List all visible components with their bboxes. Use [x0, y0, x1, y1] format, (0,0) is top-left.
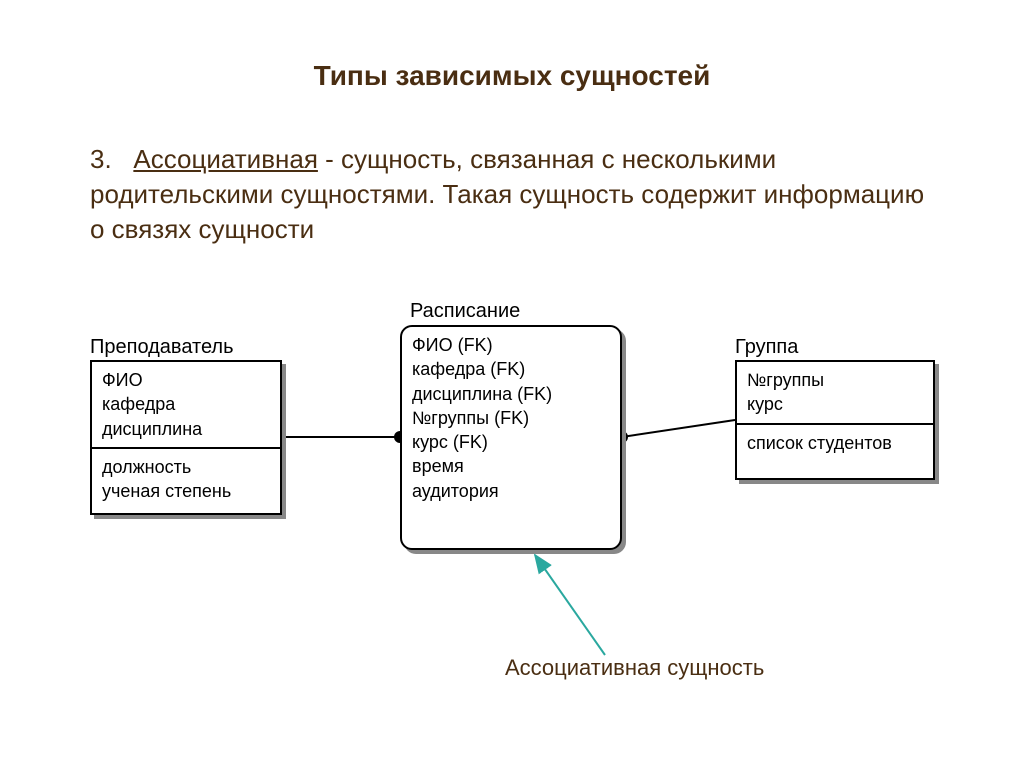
group-bottom-attrs: список студентов	[737, 425, 933, 461]
attr-item: №группы (FK)	[412, 406, 610, 430]
slide-paragraph: 3. Ассоциативная - сущность, связанная с…	[90, 142, 940, 247]
schedule-attrs: ФИО (FK)кафедра (FK)дисциплина (FK)№груп…	[402, 327, 620, 509]
attr-item: список студентов	[747, 431, 923, 455]
connector-teacher-schedule	[282, 431, 406, 443]
attr-item: дисциплина (FK)	[412, 382, 610, 406]
attr-item: №группы	[747, 368, 923, 392]
er-diagram: Преподаватель ФИОкафедрадисциплина должн…	[90, 300, 940, 620]
attr-item: должность	[102, 455, 270, 479]
attr-item: ученая степень	[102, 479, 270, 503]
attr-item: кафедра (FK)	[412, 357, 610, 381]
teacher-entity-box: ФИОкафедрадисциплина должностьученая сте…	[90, 360, 282, 515]
group-entity-box: №группыкурс список студентов	[735, 360, 935, 480]
schedule-entity-box: ФИО (FK)кафедра (FK)дисциплина (FK)№груп…	[400, 325, 622, 550]
teacher-top-attrs: ФИОкафедрадисциплина	[92, 362, 280, 447]
group-entity-label: Группа	[735, 336, 798, 359]
teacher-bottom-attrs: должностьученая степень	[92, 449, 280, 510]
connector-group-schedule	[616, 420, 735, 443]
slide-title: Типы зависимых сущностей	[0, 60, 1024, 92]
attr-item: кафедра	[102, 392, 270, 416]
annotation-label: Ассоциативная сущность	[505, 655, 764, 681]
attr-item: курс	[747, 392, 923, 416]
attr-item: время	[412, 454, 610, 478]
attr-item: дисциплина	[102, 417, 270, 441]
attr-item: ФИО (FK)	[412, 333, 610, 357]
schedule-entity-label: Расписание	[410, 300, 520, 323]
attr-item: аудитория	[412, 479, 610, 503]
group-top-attrs: №группыкурс	[737, 362, 933, 423]
teacher-entity-label: Преподаватель	[90, 336, 234, 359]
paragraph-term: Ассоциативная	[133, 144, 318, 174]
paragraph-number: 3.	[90, 144, 112, 174]
annotation-arrow	[535, 555, 605, 655]
attr-item: ФИО	[102, 368, 270, 392]
attr-item: курс (FK)	[412, 430, 610, 454]
